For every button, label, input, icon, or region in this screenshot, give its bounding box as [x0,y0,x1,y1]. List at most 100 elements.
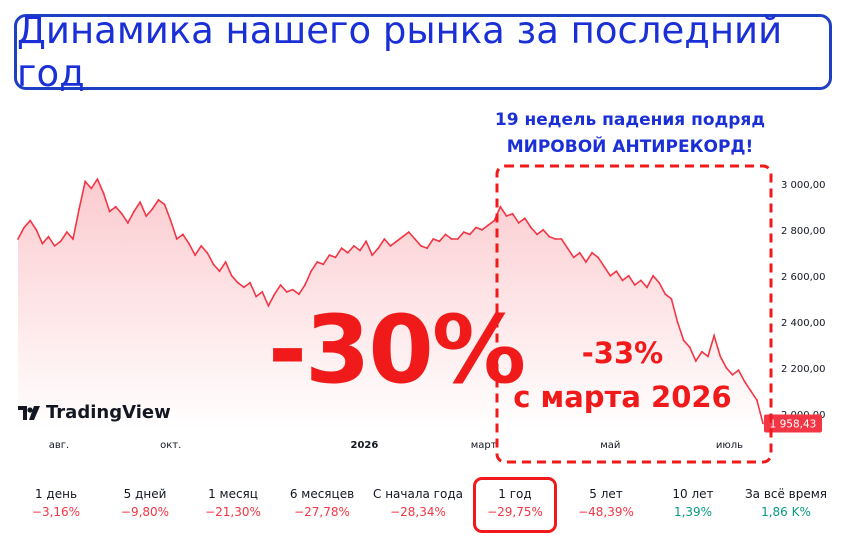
price-point [719,355,722,358]
price-point [523,217,526,220]
price-point [145,215,148,217]
selected-period-highlight [473,477,557,533]
price-point [762,422,764,425]
price-point [591,251,593,254]
period-label: 5 дней [123,487,167,501]
period-tab[interactable]: 10 лет 1,39% [645,478,741,519]
price-point [279,284,282,286]
price-point [468,233,471,236]
price-point [72,238,74,240]
price-point [450,238,453,240]
price-point [340,247,343,250]
price-point [682,339,685,342]
price-point [316,261,319,263]
price-point [560,238,563,240]
price-point [194,254,196,257]
since-march-drop-label: с марта 2026 [513,380,732,414]
price-point [487,224,490,227]
price-point [444,233,447,236]
price-point [658,281,661,284]
price-point [530,226,532,229]
period-tab[interactable]: 1 день −3,16% [8,478,104,519]
price-point [53,245,56,247]
title-box: Динамика нашего рынка за последний год [14,9,832,95]
price-point [291,288,294,291]
price-point [114,205,117,208]
price-point [578,251,581,254]
period-change: −21,30% [205,505,261,519]
period-tab[interactable]: С начала года −28,34% [370,478,466,519]
price-point [713,334,716,337]
tradingview-logo: TradingView [18,402,171,423]
period-tab[interactable]: 6 месяцев −27,78% [274,478,370,519]
price-point [615,270,618,273]
price-point [371,254,374,257]
price-point [694,360,697,362]
x-tick-label: 2026 [351,440,379,451]
period-label: 10 лет [672,487,714,501]
y-tick-label: 3 000,00 [781,180,826,191]
price-point [743,380,746,383]
price-point [200,245,203,247]
price-point [206,251,209,254]
price-point [517,222,520,224]
period-change: −27,78% [294,505,350,519]
period-tab[interactable]: За всё время 1,86 K% [738,478,834,519]
period-tab[interactable]: 5 дней −9,80% [97,478,193,519]
price-point [627,274,630,277]
price-point [456,238,459,240]
period-label: За всё время [744,487,828,501]
price-point [389,245,392,247]
period-tab[interactable]: 1 месяц −21,30% [185,478,281,519]
note-world-record: МИРОВОЙ АНТИРЕКОРД! [506,137,754,157]
last-price-label: 1 958,43 [770,418,817,430]
price-point [102,192,105,194]
price-point [542,228,545,231]
y-tick-label: 2 400,00 [781,318,826,329]
period-label: 6 месяцев [289,487,355,501]
price-point [359,249,361,252]
price-point [646,286,648,289]
period-tab[interactable]: 1 год −29,75% [467,477,563,533]
period-change: −29,75% [487,505,543,519]
price-point [755,399,758,401]
price-point [749,389,752,392]
x-tick-label: окт. [160,440,181,451]
price-point [267,304,270,307]
period-tab[interactable]: 5 лет −48,39% [558,478,654,519]
price-point [505,215,508,217]
price-point [108,210,111,213]
price-point [328,254,331,257]
price-point [475,226,477,229]
price-point [90,187,93,190]
price-point [23,226,26,229]
price-point [511,212,514,215]
price-point [188,242,190,245]
price-point [230,274,233,277]
price-point [261,291,264,293]
price-point [218,270,221,273]
price-point [352,245,355,247]
price-point [664,293,667,296]
price-point [493,219,496,222]
y-tick-label: 2 200,00 [781,364,826,375]
price-point [304,284,306,286]
price-point [572,256,575,259]
price-point [639,279,642,282]
price-point [322,263,325,266]
period-label: 1 месяц [208,487,258,501]
price-point [401,235,404,238]
price-point [96,178,99,181]
period-label: 5 лет [589,487,623,501]
price-point [707,355,709,358]
price-point [175,238,178,240]
price-point [462,231,465,234]
price-point [395,240,398,243]
price-chart: 3 000,00 2 800,00 2 600,00 2 400,00 2 200,00… [17,164,826,464]
price-point [29,219,32,222]
period-change: −3,16% [31,505,81,519]
price-point [285,291,288,293]
period-change: 1,39% [673,505,713,519]
price-point [249,281,251,284]
x-tick-label: март [471,440,497,451]
